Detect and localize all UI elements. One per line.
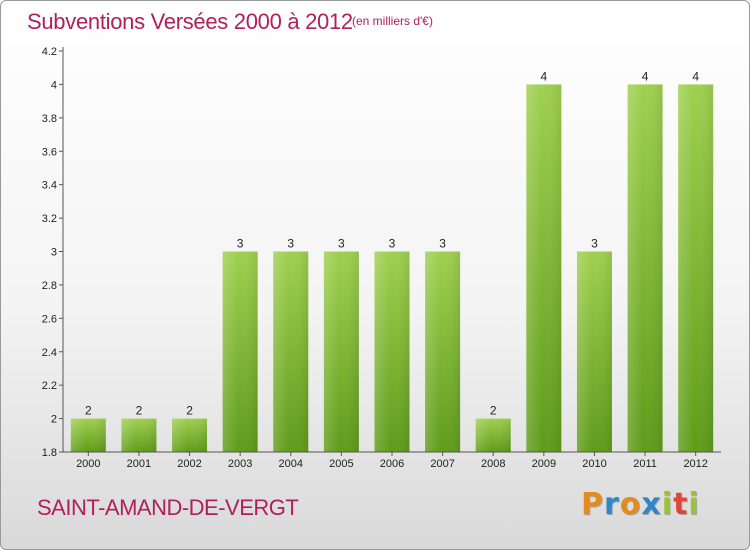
logo-letter: o (619, 487, 642, 522)
y-tick-label: 3 (51, 247, 57, 259)
data-label: 4 (642, 69, 649, 83)
data-label: 3 (287, 237, 294, 251)
y-tick-label: 2.6 (42, 313, 57, 325)
y-tick-label: 3.6 (42, 146, 57, 158)
data-label: 3 (439, 237, 446, 251)
data-label: 2 (490, 404, 497, 418)
x-tick-label: 2010 (582, 458, 606, 470)
bar-shine (70, 418, 106, 452)
commune-name: SAINT-AMAND-DE-VERGT (37, 495, 299, 520)
bar-shine (475, 418, 511, 452)
bar-shine (172, 418, 208, 452)
bar-shine (222, 251, 258, 452)
x-tick-label: 2007 (430, 458, 454, 470)
x-tick-label: 2006 (380, 458, 404, 470)
chart-subtitle: (en milliers d'€) (352, 14, 433, 28)
bar-shine (273, 251, 309, 452)
bar-shine (526, 84, 562, 453)
bar-shine (576, 251, 612, 452)
y-tick-label: 2.2 (42, 380, 57, 392)
x-tick-label: 2001 (127, 458, 151, 470)
data-label: 2 (186, 404, 193, 418)
y-tick-label: 2.8 (42, 280, 57, 292)
x-tick-label: 2000 (76, 458, 100, 470)
data-label: 3 (389, 237, 396, 251)
data-label: 4 (692, 69, 699, 83)
logo-letter: i (661, 487, 674, 522)
logo-letter: P (581, 487, 604, 522)
x-tick-label: 2002 (177, 458, 201, 470)
y-tick-label: 4.2 (42, 46, 57, 58)
data-label: 3 (338, 237, 345, 251)
bar-shine (425, 251, 461, 452)
y-tick-label: 3.4 (42, 180, 57, 192)
bar-shine (121, 418, 157, 452)
data-label: 2 (85, 404, 92, 418)
logo-letter: r (604, 487, 620, 522)
chart-title: Subventions Versées 2000 à 2012 (27, 9, 353, 34)
logo-letter: i (688, 487, 700, 522)
x-tick-label: 2004 (279, 458, 303, 470)
y-tick-label: 2.4 (42, 347, 57, 359)
x-tick-label: 2011 (633, 458, 657, 470)
proxiti-logo: Proxiti (581, 487, 700, 522)
data-label: 4 (541, 69, 548, 83)
bar-shine (323, 251, 359, 452)
x-tick-label: 2008 (481, 458, 505, 470)
x-tick-label: 2012 (683, 458, 707, 470)
data-label: 3 (237, 237, 244, 251)
x-tick-label: 2003 (228, 458, 252, 470)
y-tick-label: 1.8 (42, 447, 57, 459)
data-label: 3 (591, 237, 598, 251)
x-tick-label: 2009 (532, 458, 556, 470)
data-label: 2 (136, 404, 143, 418)
y-tick-label: 3.8 (42, 113, 57, 125)
logo-letter: x (641, 487, 662, 522)
bar-shine (374, 251, 410, 452)
bar-shine (678, 84, 714, 453)
y-tick-label: 4 (51, 79, 57, 91)
logo-letter: t (673, 487, 689, 522)
bar-shine (627, 84, 663, 453)
y-tick-label: 3.2 (42, 213, 57, 225)
x-tick-label: 2005 (329, 458, 353, 470)
y-tick-label: 2 (51, 414, 57, 426)
